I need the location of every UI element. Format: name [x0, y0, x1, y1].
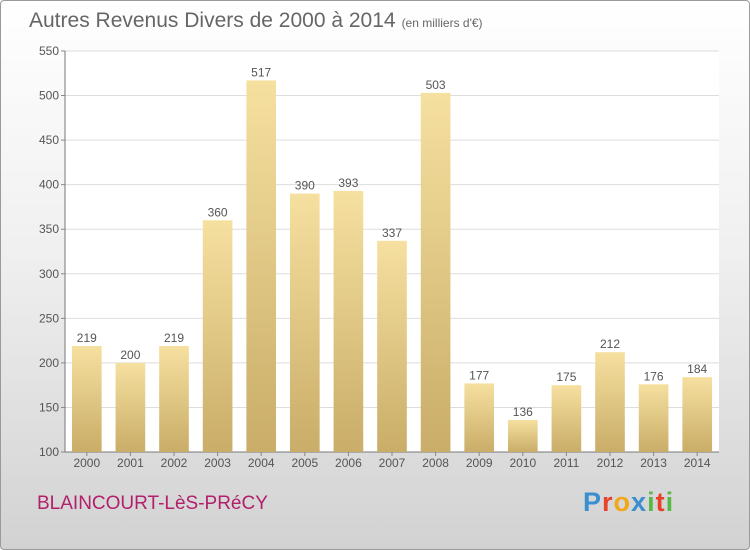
y-tick-label: 300	[39, 267, 59, 281]
x-tick-label-2010: 2010	[509, 456, 536, 470]
logo-letter: i	[647, 487, 656, 517]
logo-letter: P	[583, 487, 603, 517]
data-label-2001: 200	[120, 348, 140, 362]
bar-2010	[507, 419, 538, 452]
logo-letter: t	[655, 487, 666, 517]
x-tick-label-2012: 2012	[597, 456, 624, 470]
data-label-2003: 360	[208, 205, 228, 219]
proxiti-logo: Proxiti	[583, 487, 674, 518]
x-tick-label-2001: 2001	[117, 456, 144, 470]
bar-2011	[551, 385, 582, 452]
x-tick-label-2009: 2009	[466, 456, 493, 470]
data-label-2012: 212	[600, 337, 620, 351]
data-label-2005: 390	[295, 179, 315, 193]
data-label-2013: 176	[644, 369, 664, 383]
x-tick-label-2002: 2002	[161, 456, 188, 470]
bar-2003	[202, 220, 233, 452]
y-tick-label: 450	[39, 133, 59, 147]
logo-letter: x	[631, 487, 648, 517]
bar-2000	[71, 345, 102, 452]
y-tick-label: 250	[39, 311, 59, 325]
x-tick-label-2000: 2000	[73, 456, 100, 470]
chart-unit-label: (en milliers d'€)	[401, 16, 483, 30]
data-label-2004: 517	[251, 65, 271, 79]
bar-2007	[377, 240, 407, 452]
data-label-2014: 184	[687, 362, 707, 376]
x-tick-label-2014: 2014	[684, 456, 711, 470]
y-tick-label: 550	[39, 44, 59, 58]
place-name: BLAINCOURT-LèS-PRéCY	[37, 493, 268, 514]
y-tick-label: 400	[39, 178, 59, 192]
x-tick-label-2008: 2008	[422, 456, 449, 470]
bar-2014	[682, 377, 713, 452]
bar-2001	[115, 362, 146, 452]
data-label-2008: 503	[426, 78, 446, 92]
x-tick-label-2004: 2004	[248, 456, 275, 470]
logo-letter: i	[665, 487, 675, 517]
x-tick-label-2003: 2003	[204, 456, 231, 470]
logo-letter: r	[602, 487, 614, 517]
x-tick-label-2006: 2006	[335, 456, 362, 470]
chart-title: Autres Revenus Divers de 2000 à 2014 (en …	[29, 9, 483, 33]
bar-2006	[333, 190, 364, 452]
bar-2002	[159, 345, 189, 452]
bar-2013	[638, 384, 669, 452]
bar-2009	[464, 383, 495, 452]
data-label-2007: 337	[382, 226, 402, 240]
x-tick-label-2007: 2007	[379, 456, 406, 470]
data-label-2009: 177	[469, 368, 489, 382]
y-tick-label: 100	[39, 445, 59, 459]
y-tick-label: 350	[39, 222, 59, 236]
data-label-2000: 219	[77, 331, 97, 345]
y-tick-label: 150	[39, 400, 59, 414]
y-tick-label: 500	[39, 89, 59, 103]
data-label-2002: 219	[164, 331, 184, 345]
bar-2005	[289, 193, 320, 453]
bar-2012	[595, 352, 625, 452]
x-tick-label-2005: 2005	[291, 456, 318, 470]
bar-2004	[246, 80, 277, 452]
data-label-2006: 393	[338, 176, 358, 190]
x-tick-label-2013: 2013	[640, 456, 667, 470]
chart-title-text: Autres Revenus Divers de 2000 à 2014	[29, 9, 396, 32]
logo-letter: o	[613, 487, 632, 517]
data-label-2010: 136	[513, 405, 533, 419]
data-label-2011: 175	[556, 370, 576, 384]
bar-2008	[420, 92, 451, 452]
x-tick-label-2011: 2011	[553, 456, 579, 470]
y-tick-label: 200	[39, 356, 59, 370]
